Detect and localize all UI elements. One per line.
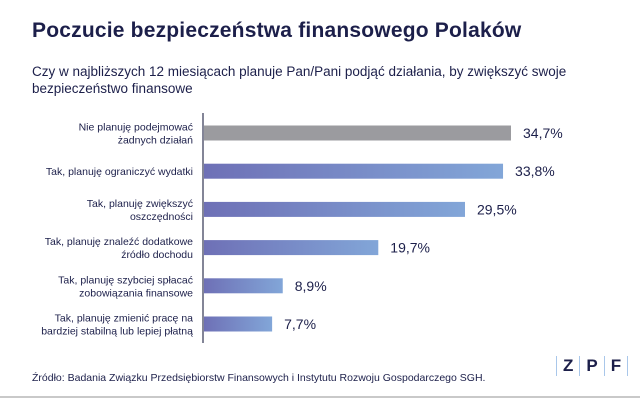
- data-label: 8,9%: [295, 278, 327, 294]
- chart-subtitle: Czy w najbliższych 12 miesiącach planuje…: [32, 64, 567, 96]
- data-label: 19,7%: [390, 240, 430, 256]
- bar: [204, 201, 465, 217]
- bar: [204, 163, 504, 179]
- data-label: 29,5%: [477, 201, 517, 217]
- category-label: bardziej stabilną lub lepiej płatną: [41, 326, 193, 338]
- category-label: źródło dochodu: [121, 249, 193, 261]
- chart-title: Poczucie bezpieczeństwa finansowego Pola…: [32, 19, 522, 42]
- category-label: Tak, planuję szybciej spłacać: [58, 274, 193, 286]
- logo-divider: [579, 356, 581, 376]
- category-label: Tak, planuję znaleźć dodatkowe: [45, 236, 193, 248]
- logo-letter: Z: [563, 356, 574, 375]
- data-label: 7,7%: [284, 316, 316, 332]
- bar: [204, 240, 379, 256]
- bar: [204, 125, 511, 141]
- logo-letter: P: [586, 356, 598, 375]
- category-label: Tak, planuję ograniczyć wydatki: [46, 166, 193, 178]
- bottom-divider: [0, 396, 640, 398]
- category-label: Nie planuję podejmować: [79, 122, 193, 134]
- zpf-logo: Z P F: [550, 356, 634, 376]
- category-label: zobowiązania finansowe: [79, 287, 193, 299]
- data-label: 34,7%: [523, 125, 563, 141]
- source-note: Źródło: Badania Związku Przedsiębiorstw …: [32, 372, 486, 384]
- logo-letter: F: [610, 356, 622, 375]
- category-label: Tak, planuję zwiększyć: [87, 198, 193, 210]
- logo-divider: [556, 356, 557, 376]
- logo-divider: [603, 356, 605, 376]
- category-label: oszczędności: [130, 211, 193, 223]
- bar: [204, 316, 273, 332]
- bar: [204, 278, 283, 294]
- logo-divider: [627, 356, 629, 376]
- category-label: żadnych działań: [118, 135, 193, 147]
- category-label: Tak, planuję zmienić pracę na: [55, 313, 193, 325]
- data-label: 33,8%: [515, 163, 555, 179]
